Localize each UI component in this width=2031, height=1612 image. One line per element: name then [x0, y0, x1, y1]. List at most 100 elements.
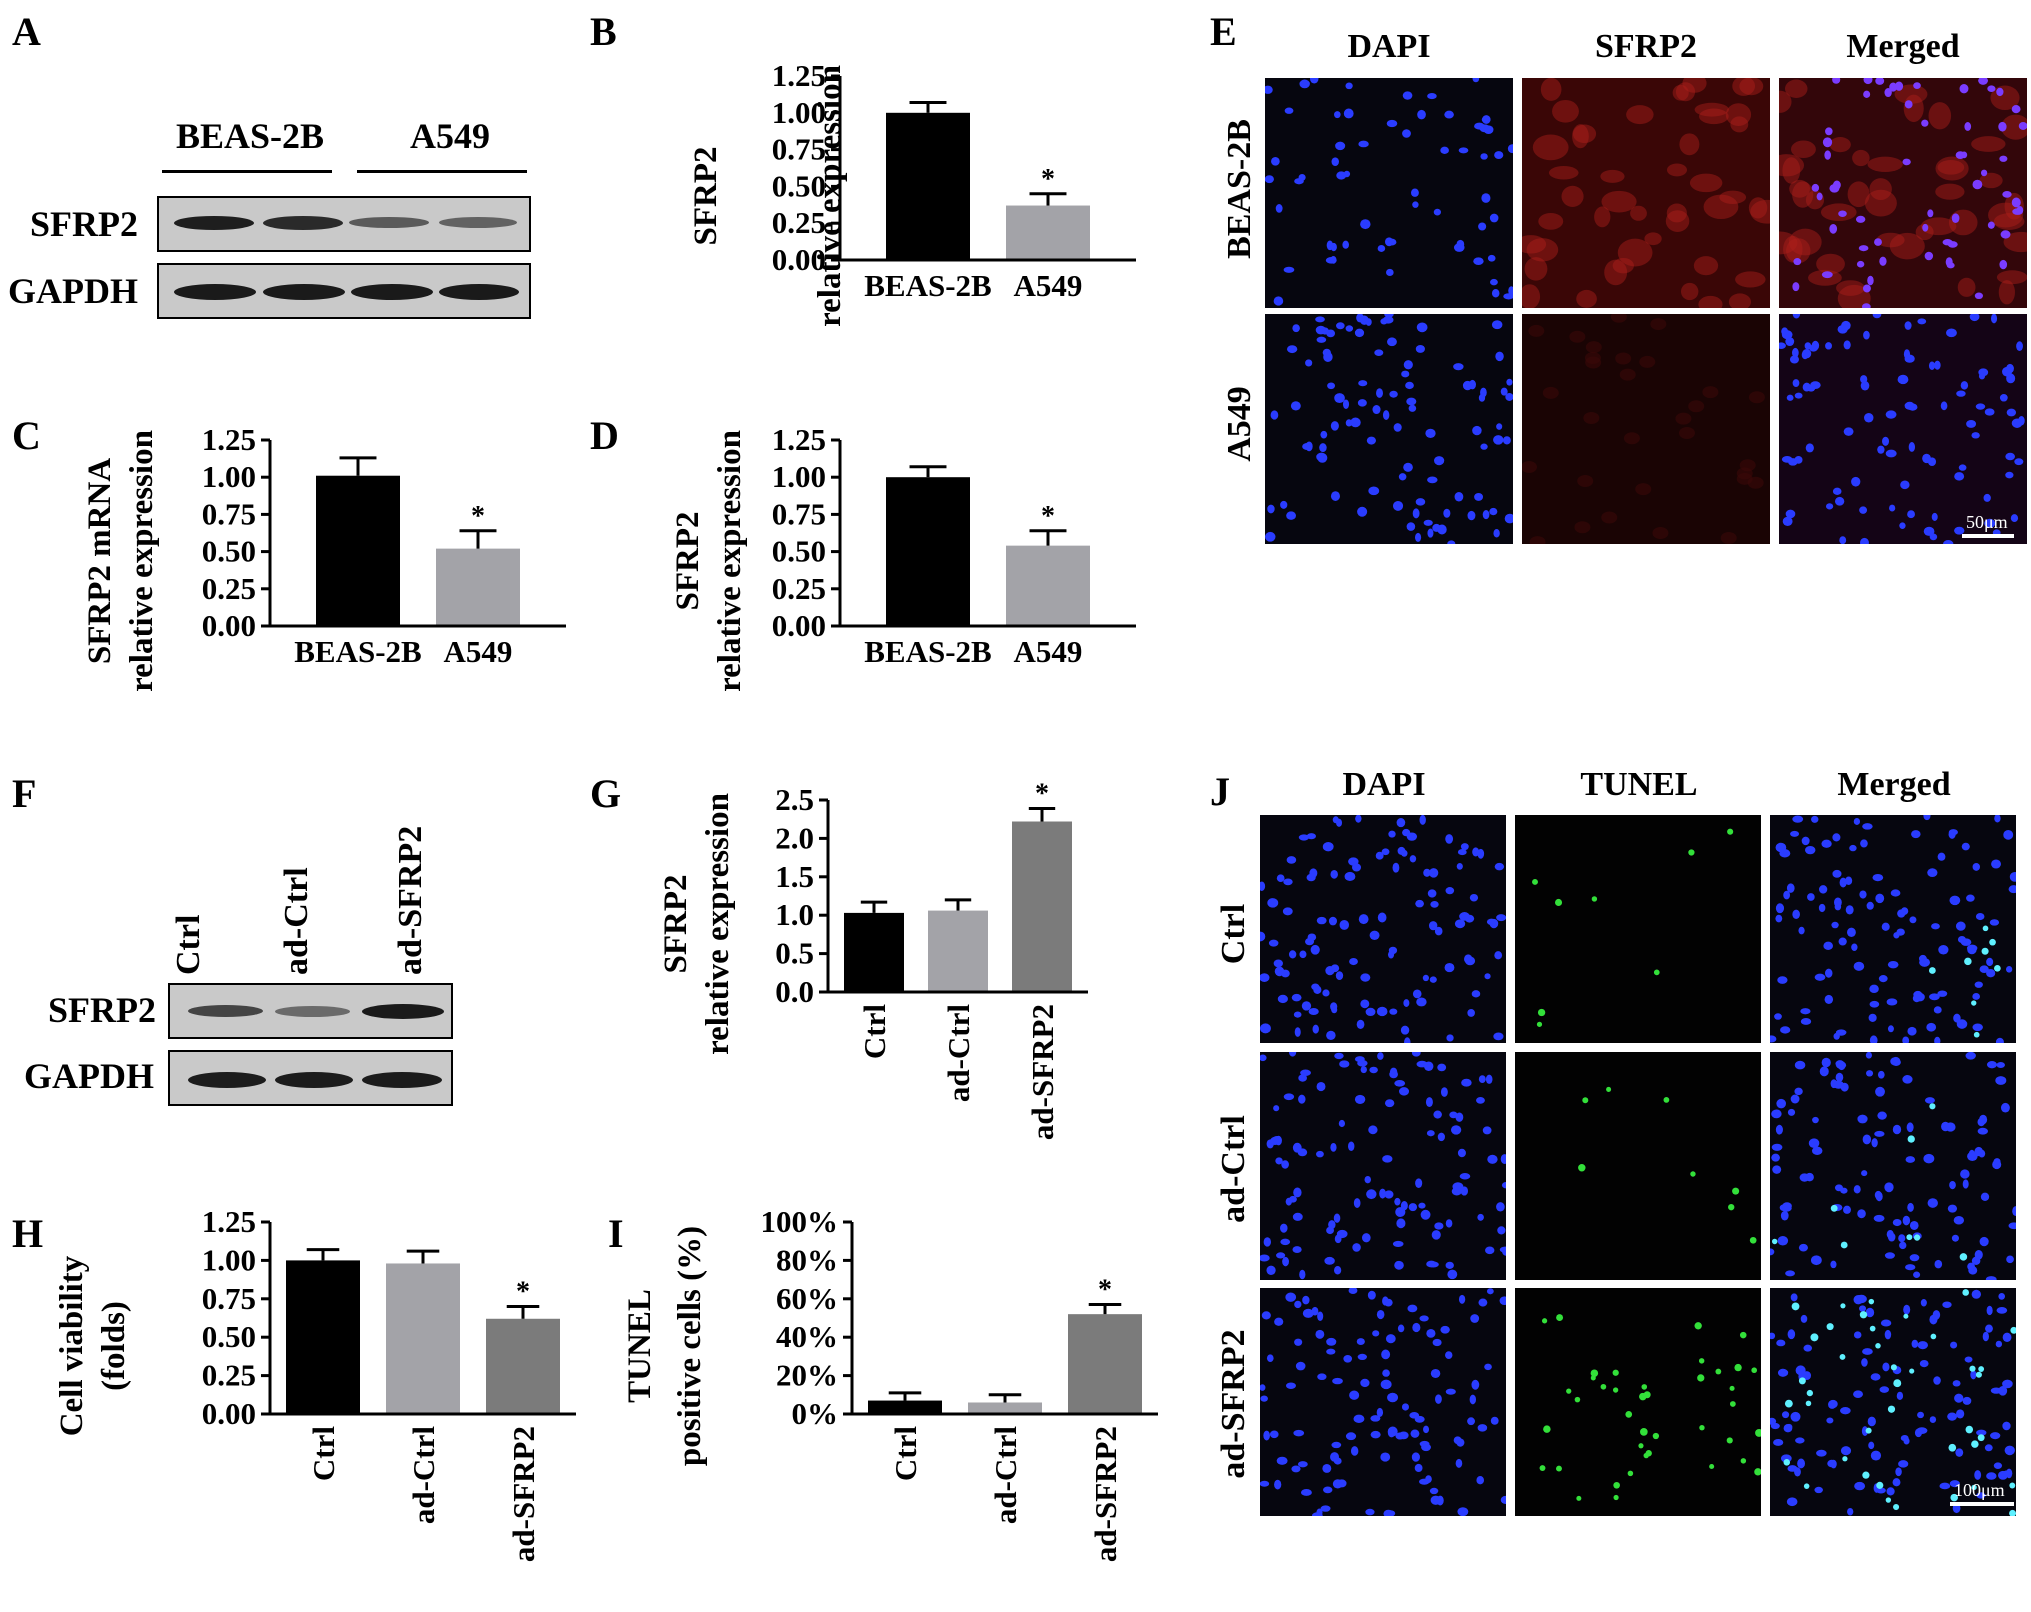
- cell-field: [1522, 78, 1770, 308]
- cell-field: [1539, 1314, 1761, 1501]
- cell-field: [1265, 314, 1513, 544]
- bar-beas-2b: [886, 477, 970, 626]
- blot-band: [188, 1072, 266, 1088]
- micro-row-label: ad-Ctrl: [1215, 1115, 1252, 1223]
- panel-letter-j: J: [1210, 769, 1230, 814]
- y-tick-label: 0.25: [772, 571, 826, 606]
- bar-ad-sfrp2: [1012, 821, 1072, 992]
- blot-row-label: SFRP2: [30, 204, 138, 244]
- cell-field: [1260, 1288, 1506, 1516]
- bar-beas-2b: [316, 475, 400, 626]
- panel-letter-g: G: [590, 771, 622, 816]
- cell-field: [1532, 828, 1734, 1027]
- category-label: A549: [1014, 634, 1083, 669]
- category-label: ad-SFRP2: [1025, 1004, 1060, 1140]
- chart-c: BEAS-2B * A549 0.000.250.500.751.001.25 SFRP…: [82, 422, 566, 692]
- y-tick-label: 0.50: [772, 534, 826, 569]
- micro-tile-merged: [1779, 78, 2027, 308]
- micro-col-header: Merged: [1837, 766, 1951, 803]
- blot-group-label: A549: [410, 116, 490, 156]
- blot-strip-gapdh: [168, 1050, 453, 1106]
- y-tick-label: 0%: [792, 1396, 839, 1431]
- significance-marker: *: [516, 1276, 530, 1307]
- bar-ctrl: [286, 1260, 360, 1414]
- micro-tile-dapi: [1260, 1288, 1506, 1516]
- micro-col-header: TUNEL: [1580, 766, 1698, 803]
- y-tick-label: 20%: [776, 1358, 838, 1393]
- y-axis-label: SFRP2: [670, 512, 706, 611]
- bar-ad-ctrl: [386, 1263, 460, 1414]
- blot-band: [349, 217, 429, 228]
- y-tick-label: 0.25: [202, 1358, 256, 1393]
- category-label: ad-SFRP2: [506, 1426, 541, 1562]
- blot-band: [275, 1072, 353, 1088]
- y-tick-label: 0.75: [202, 1281, 256, 1316]
- y-tick-label: 1.00: [772, 95, 826, 130]
- scale-bar: [1962, 534, 2014, 538]
- y-tick-label: 0.5: [775, 936, 814, 971]
- y-tick-label: 1.25: [202, 1204, 256, 1239]
- y-tick-label: 0.25: [202, 571, 256, 606]
- panel-letter-d: D: [590, 413, 619, 458]
- category-label: ad-Ctrl: [406, 1426, 441, 1525]
- scale-bar-label: 50μm: [1966, 512, 2008, 532]
- y-tick-label: 0.00: [202, 608, 256, 643]
- y-tick-label: 0.50: [772, 168, 826, 203]
- y-tick-label: 1.25: [202, 422, 256, 457]
- cell-field: [1779, 78, 2027, 308]
- blot-band: [439, 284, 519, 300]
- blot-band: [275, 1006, 350, 1017]
- y-tick-label: 0.00: [772, 242, 826, 277]
- y-tick-label: 2.0: [775, 820, 814, 855]
- category-label: ad-Ctrl: [988, 1426, 1023, 1525]
- micro-tile-sfrp2: [1522, 78, 1770, 308]
- significance-marker: *: [1035, 778, 1049, 809]
- blot-band: [263, 284, 345, 300]
- y-axis-label: relative expression: [124, 430, 160, 692]
- y-tick-label: 1.25: [772, 422, 826, 457]
- bar-ad-sfrp2: [1068, 1314, 1142, 1414]
- micro-col-header: DAPI: [1342, 766, 1426, 803]
- y-tick-label: 1.00: [202, 459, 256, 494]
- cell-field: [1770, 1052, 2016, 1280]
- bar-ad-ctrl: [928, 910, 988, 992]
- category-label: ad-SFRP2: [1088, 1426, 1123, 1562]
- y-axis-label: positive cells (%): [672, 1226, 708, 1466]
- micro-tile-merged: [1770, 1288, 2016, 1516]
- cell-field: [1578, 1086, 1757, 1244]
- micro-row-label: Ctrl: [1215, 903, 1252, 965]
- y-tick-label: 40%: [776, 1319, 838, 1354]
- blot-row-label: SFRP2: [48, 990, 156, 1030]
- y-tick-label: 0.75: [772, 496, 826, 531]
- significance-marker: *: [1041, 164, 1055, 195]
- y-axis-label: relative expression: [712, 430, 748, 692]
- panel-letter-a: A: [12, 9, 41, 54]
- category-label: ad-Ctrl: [941, 1004, 976, 1103]
- scale-bar: [1950, 1502, 2014, 1506]
- bar-beas-2b: [886, 112, 970, 260]
- y-tick-label: 0.00: [772, 608, 826, 643]
- micro-tile-tunel: [1515, 1052, 1761, 1280]
- category-label: Ctrl: [888, 1426, 923, 1481]
- category-label: BEAS-2B: [864, 634, 991, 669]
- category-label: A549: [1014, 268, 1083, 303]
- micro-row-label: A549: [1221, 386, 1258, 462]
- chart-d: BEAS-2B * A549 0.000.250.500.751.001.25 SFRP…: [670, 422, 1136, 692]
- cell-field: [1770, 1289, 2016, 1516]
- y-tick-label: 80%: [776, 1242, 838, 1277]
- micro-col-header: DAPI: [1347, 28, 1431, 65]
- panel-letter-i: I: [608, 1211, 624, 1256]
- blot-band: [362, 1072, 442, 1088]
- panel-letter-e: E: [1210, 9, 1237, 54]
- y-tick-label: 0.50: [202, 534, 256, 569]
- category-label: BEAS-2B: [294, 634, 421, 669]
- blot-band: [174, 284, 256, 300]
- y-tick-label: 0.75: [772, 132, 826, 167]
- y-tick-label: 1.00: [202, 1242, 256, 1277]
- blot-band: [174, 216, 254, 230]
- y-tick-label: 60%: [776, 1281, 838, 1316]
- micro-row-label: BEAS-2B: [1221, 119, 1258, 259]
- bar-ctrl: [868, 1400, 942, 1414]
- bar-a549: [436, 548, 520, 626]
